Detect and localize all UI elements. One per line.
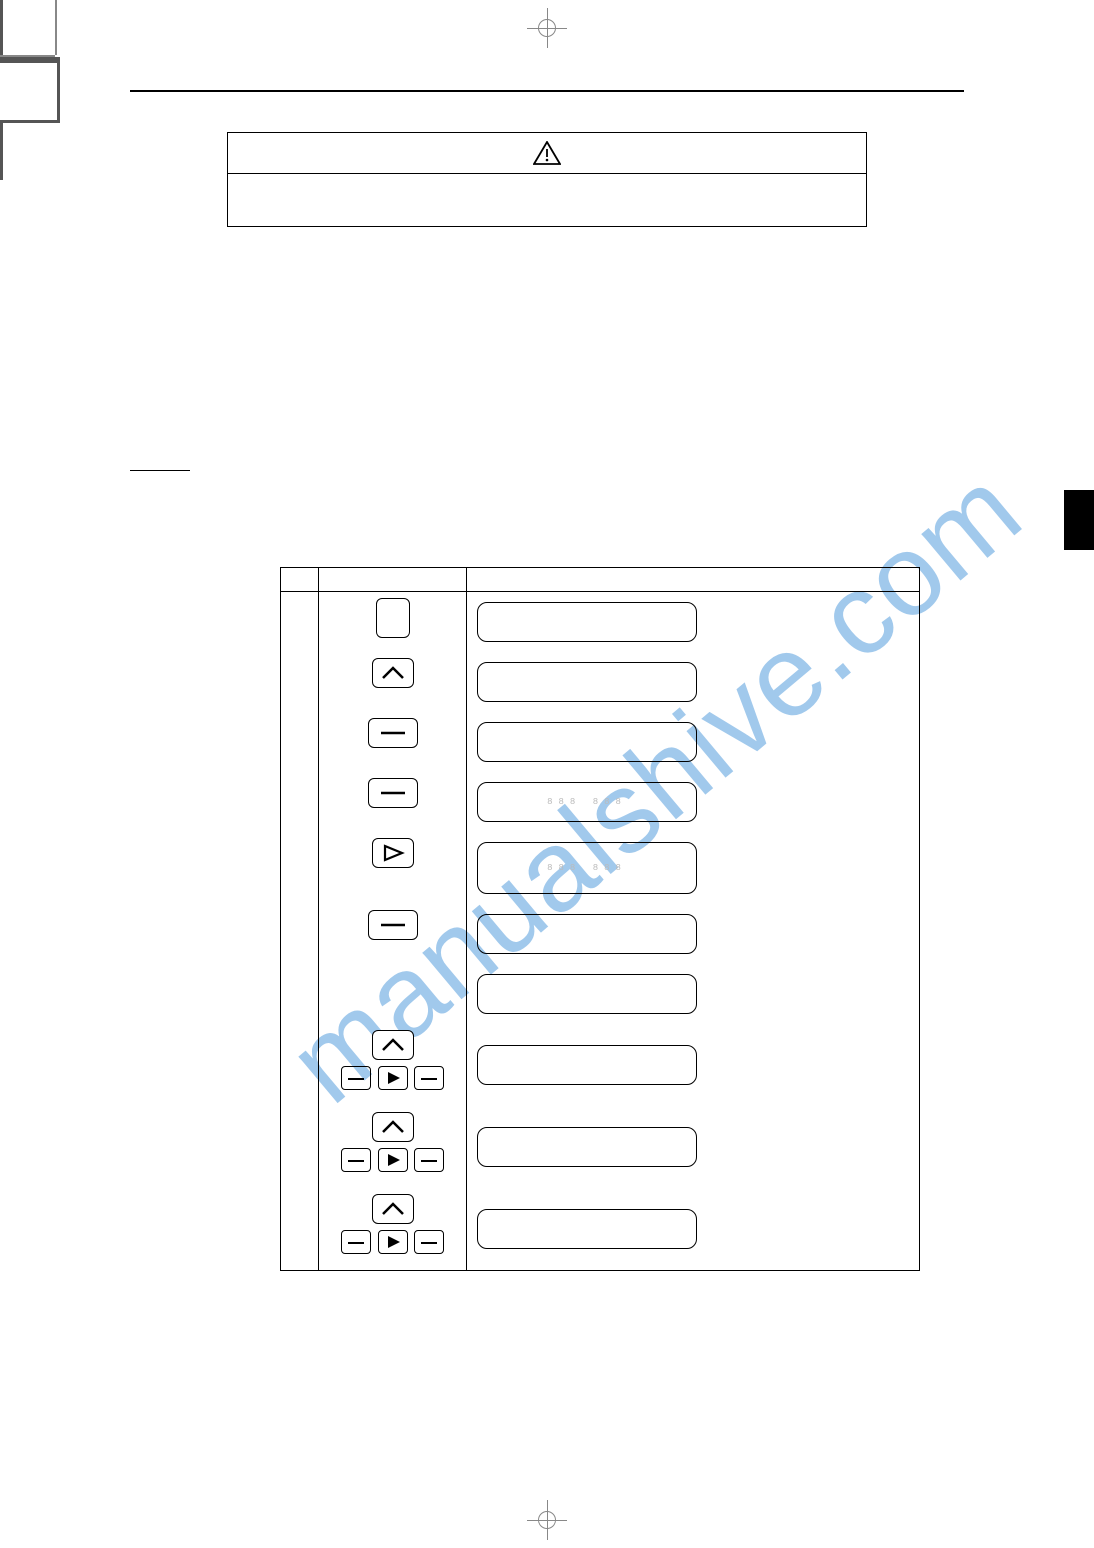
minus-key	[368, 718, 418, 748]
minus-key-small	[414, 1148, 444, 1172]
lcd-display	[477, 662, 697, 702]
minus-icon	[375, 783, 411, 803]
lcd-display	[477, 1209, 697, 1249]
table-header	[281, 568, 920, 592]
lcd-display	[477, 1045, 697, 1085]
crop-mark	[0, 120, 60, 180]
chevron-up-icon	[379, 1117, 407, 1137]
minus-key	[368, 910, 418, 940]
play-icon	[385, 1152, 403, 1168]
table-row	[281, 1106, 920, 1188]
crop-mark	[55, 0, 57, 55]
chevron-up-icon	[379, 1035, 407, 1055]
minus-key-small	[414, 1066, 444, 1090]
side-tab	[1064, 490, 1094, 550]
lcd-display	[477, 974, 697, 1014]
up-key	[372, 1030, 414, 1060]
play-key	[372, 838, 414, 868]
key-row	[319, 1064, 466, 1092]
play-icon	[379, 843, 407, 863]
table-row: 888 888	[281, 832, 920, 904]
lcd-display: 888 888	[477, 782, 697, 822]
lcd-display	[477, 914, 697, 954]
play-key-small	[378, 1230, 408, 1254]
lcd-display	[477, 722, 697, 762]
table-row	[281, 904, 920, 964]
play-icon	[385, 1234, 403, 1250]
minus-key	[368, 778, 418, 808]
header-rule	[130, 90, 964, 92]
lcd-display	[477, 602, 697, 642]
minus-icon	[375, 723, 411, 743]
key-button	[376, 598, 410, 638]
lcd-segments: 888 888	[547, 863, 627, 873]
table-row: 888 888	[281, 772, 920, 832]
warning-icon	[533, 141, 561, 165]
minus-key-small	[341, 1230, 371, 1254]
play-icon	[385, 1070, 403, 1086]
caution-body	[228, 174, 866, 226]
table-row	[281, 1024, 920, 1106]
up-key	[372, 1112, 414, 1142]
minus-key-small	[414, 1230, 444, 1254]
caution-box	[227, 132, 867, 227]
up-key	[372, 658, 414, 688]
minus-icon	[375, 915, 411, 935]
lcd-display	[477, 1127, 697, 1167]
caution-header	[228, 133, 866, 174]
up-key	[372, 1194, 414, 1224]
play-key-small	[378, 1066, 408, 1090]
page-content: 888 888 888 888	[130, 90, 964, 1418]
crop-mark	[0, 55, 55, 57]
minus-key-small	[341, 1148, 371, 1172]
key-row	[319, 1228, 466, 1256]
play-key-small	[378, 1148, 408, 1172]
table-row	[281, 1188, 920, 1270]
minus-key-small	[341, 1066, 371, 1090]
chevron-up-icon	[379, 1199, 407, 1219]
table-row	[281, 592, 920, 653]
table-row	[281, 712, 920, 772]
chevron-up-icon	[379, 663, 407, 683]
crop-mark	[0, 0, 60, 60]
registration-mark-top	[527, 8, 567, 48]
side-rule	[130, 470, 190, 471]
procedure-table: 888 888 888 888	[280, 567, 920, 1271]
registration-mark-bottom	[527, 1500, 567, 1540]
lcd-display: 888 888	[477, 842, 697, 894]
table-row	[281, 964, 920, 1024]
key-row	[319, 1146, 466, 1174]
table-row	[281, 652, 920, 712]
lcd-segments: 888 888	[547, 797, 627, 807]
crop-mark	[0, 60, 60, 120]
